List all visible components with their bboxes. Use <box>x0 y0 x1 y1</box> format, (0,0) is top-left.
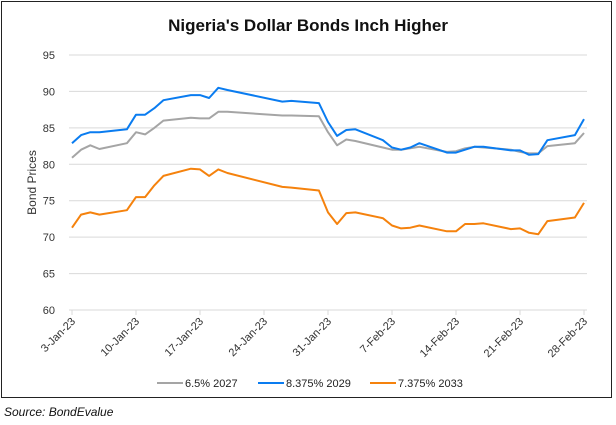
x-tick-label: 3-Jan-23 <box>39 316 78 355</box>
x-tick-label: 7-Feb-23 <box>358 316 398 356</box>
series-line-1 <box>71 86 585 156</box>
y-tick-label: 85 <box>43 123 55 135</box>
x-tick-label: 24-Jan-23 <box>227 316 271 360</box>
y-tick-label: 65 <box>43 269 55 281</box>
x-tick-label: 28-Feb-23 <box>546 316 590 360</box>
y-tick-label: 80 <box>43 159 55 171</box>
y-tick-label: 75 <box>43 196 55 208</box>
source-note: Source: BondEvalue <box>4 405 114 419</box>
y-tick-label: 60 <box>43 305 55 317</box>
series-line-2 <box>71 167 585 236</box>
chart-frame <box>1 1 612 398</box>
chart-title: Nigeria's Dollar Bonds Inch Higher <box>168 16 448 35</box>
x-tick-label: 31-Jan-23 <box>291 316 335 360</box>
legend-label: 8.375% 2029 <box>286 378 351 390</box>
y-axis-label: Bond Prices <box>25 150 39 215</box>
x-tick-label: 10-Jan-23 <box>99 316 143 360</box>
legend-label: 6.5% 2027 <box>185 378 238 390</box>
x-tick-label: 14-Feb-23 <box>418 316 462 360</box>
x-tick-label: 21-Feb-23 <box>482 316 526 360</box>
x-tick-label: 17-Jan-23 <box>163 316 207 360</box>
y-tick-label: 70 <box>43 232 55 244</box>
y-tick-label: 95 <box>43 50 55 62</box>
legend-label: 7.375% 2033 <box>398 378 463 390</box>
y-tick-label: 90 <box>43 86 55 98</box>
